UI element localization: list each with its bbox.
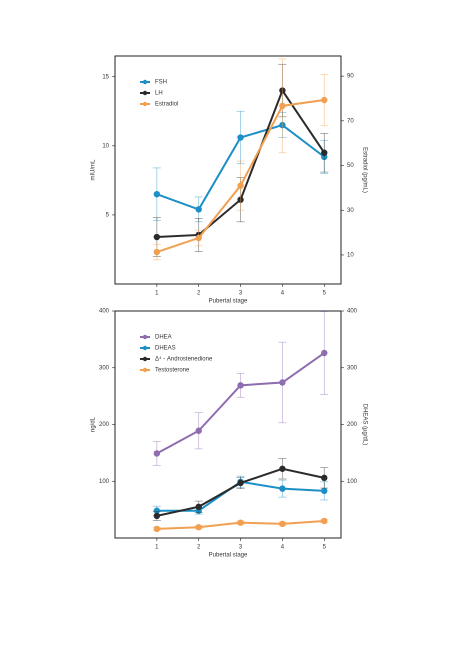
legend-label: Estradiol [155, 102, 178, 108]
x-tick-label: 5 [323, 545, 327, 551]
y2-tick-label: 200 [347, 422, 358, 428]
data-point [279, 379, 286, 386]
legend-dot [142, 356, 148, 362]
legend-dot [142, 101, 148, 107]
plot-frame [114, 55, 342, 285]
y2-axis-label: Estradiol (pg/mL) [361, 147, 367, 193]
data-point [237, 134, 244, 141]
data-point [321, 349, 328, 357]
data-point [321, 517, 328, 525]
x-axis-label: Pubertal stage [209, 553, 248, 559]
x-tick-label: 2 [197, 291, 201, 297]
y2-tick-label: 400 [347, 309, 358, 315]
data-point [153, 190, 161, 198]
data-point [279, 102, 286, 110]
legend-dot [142, 90, 148, 96]
y-tick-label: 100 [99, 479, 110, 485]
data-point [195, 503, 202, 510]
legend-dot [142, 79, 148, 85]
x-axis-label: Pubertal stage [209, 299, 248, 305]
x-tick-label: 1 [155, 291, 159, 297]
y2-tick-label: 10 [347, 253, 354, 259]
data-point [195, 427, 202, 434]
x-tick-label: 3 [239, 291, 243, 297]
data-point [237, 519, 244, 526]
y2-tick-label: 300 [347, 365, 358, 371]
y2-tick-label: 100 [347, 479, 358, 485]
y-tick-label: 15 [102, 74, 109, 80]
y-tick-label: 5 [106, 212, 110, 218]
legend-label: DHEAS [155, 346, 176, 352]
data-point [195, 234, 202, 242]
legend-label: Testosterone [155, 368, 190, 374]
data-point [321, 474, 328, 482]
data-point [153, 450, 161, 457]
data-point [153, 248, 161, 256]
x-tick-label: 4 [281, 545, 285, 551]
y-tick-label: 400 [99, 309, 110, 315]
data-point [237, 479, 244, 487]
data-point [195, 206, 202, 213]
x-tick-label: 1 [155, 545, 159, 551]
data-point [153, 525, 161, 533]
y-tick-label: 200 [99, 422, 110, 428]
legend-dot [142, 345, 148, 351]
y-axis-label: mIU/mL [91, 159, 97, 181]
data-point [153, 233, 161, 241]
x-tick-label: 4 [281, 291, 285, 297]
legend-label: LH [155, 91, 163, 97]
y2-axis-label: DHEAS (µg/dL) [361, 404, 367, 445]
data-point [237, 182, 244, 189]
plot-frame [114, 310, 342, 539]
legend-label: DHEA [155, 335, 172, 341]
legend-dot [142, 334, 148, 340]
y-tick-label: 10 [102, 143, 109, 149]
legend-label: FSH [155, 80, 167, 86]
y2-tick-label: 90 [347, 74, 354, 80]
y2-tick-label: 50 [347, 163, 354, 169]
data-point [279, 465, 286, 472]
y-axis-label: ng/dL [91, 416, 97, 432]
data-point [195, 524, 202, 531]
data-point [321, 149, 328, 156]
data-point [279, 485, 286, 492]
legend-dot [142, 367, 148, 373]
data-point [279, 520, 286, 528]
data-point [321, 96, 328, 104]
data-point [321, 487, 328, 495]
legend-label: Δ⁴ - Androstenedione [155, 356, 213, 363]
data-point [153, 507, 161, 514]
x-tick-label: 3 [239, 545, 243, 551]
y2-tick-label: 30 [347, 208, 354, 214]
data-point [237, 382, 244, 389]
y-tick-label: 300 [99, 365, 110, 371]
data-point [153, 512, 161, 520]
x-tick-label: 2 [197, 545, 201, 551]
x-tick-label: 5 [323, 291, 327, 297]
y2-tick-label: 70 [347, 118, 354, 124]
